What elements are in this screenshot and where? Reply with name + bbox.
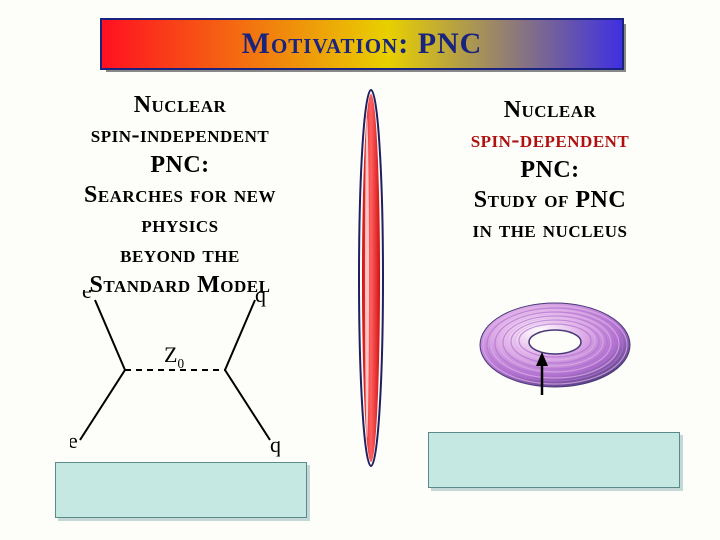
bottom-box-right — [428, 432, 680, 488]
feynman-diagram: e q e q Z0 — [70, 290, 280, 460]
left-heading: Nuclear spin-independent PNC: Searches for … — [30, 90, 330, 300]
title-box: Motivation: PNC — [100, 18, 624, 70]
right-line: spin-dependent — [471, 127, 630, 153]
right-heading: Nuclear spin-dependent PNC: Study of PNC in … — [410, 95, 690, 245]
svg-text:q: q — [255, 290, 266, 307]
left-line: Searches for new — [84, 182, 276, 208]
svg-text:Z0: Z0 — [164, 342, 184, 371]
svg-text:q: q — [270, 432, 280, 457]
left-line: PNC: — [150, 152, 209, 178]
feynman-lines — [80, 300, 270, 440]
right-line: in the nucleus — [472, 217, 627, 243]
center-divider — [356, 88, 386, 468]
right-line: Nuclear — [504, 97, 597, 123]
left-column: Nuclear spin-independent PNC: Searches for … — [30, 90, 330, 300]
left-line: spin-independent — [91, 122, 269, 148]
svg-text:e: e — [82, 290, 92, 303]
torus-body — [480, 303, 630, 387]
bottom-box-left — [55, 462, 307, 518]
right-line: PNC: — [520, 157, 579, 183]
left-line: beyond the — [120, 242, 240, 268]
divider-highlight — [365, 118, 369, 438]
title-container: Motivation: PNC — [100, 18, 620, 66]
left-line: physics — [141, 212, 218, 238]
left-line: Nuclear — [134, 92, 227, 118]
right-line: Study of PNC — [474, 187, 626, 213]
title-text: Motivation: PNC — [242, 27, 483, 61]
torus-graphic — [470, 290, 640, 400]
right-column: Nuclear spin-dependent PNC: Study of PNC in … — [410, 95, 690, 245]
svg-text:e: e — [70, 428, 78, 453]
divider-fill — [362, 94, 380, 462]
